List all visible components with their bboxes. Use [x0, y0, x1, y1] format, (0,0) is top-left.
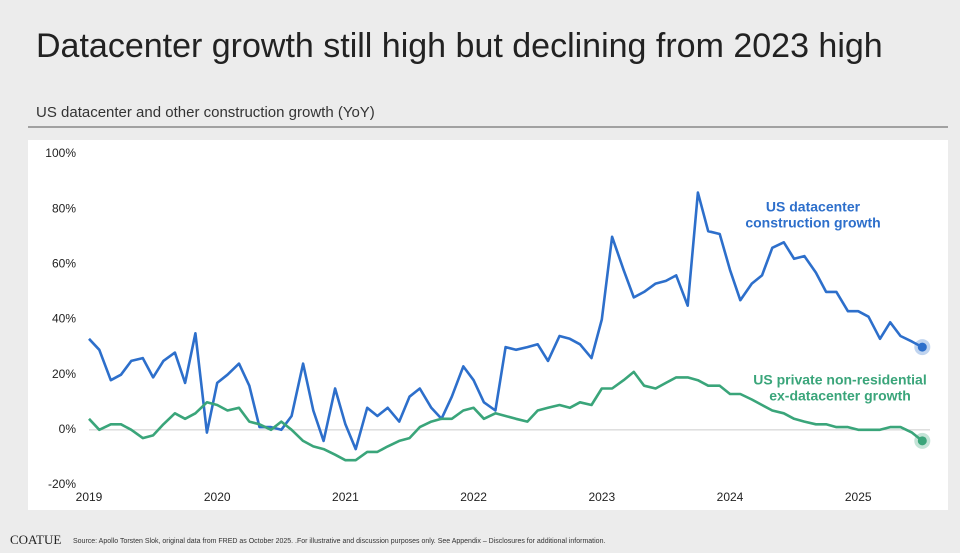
y-tick-label: -20%: [48, 477, 76, 491]
y-tick-label: 80%: [52, 201, 76, 215]
x-tick-label: 2020: [204, 490, 231, 504]
y-tick-label: 40%: [52, 312, 76, 326]
plot-panel: [28, 140, 948, 510]
end-marker: [917, 436, 927, 446]
y-tick-label: 60%: [52, 257, 76, 271]
y-tick-label: 0%: [59, 422, 77, 436]
series-label: ex-datacenter growth: [769, 388, 911, 404]
y-tick-label: 100%: [45, 146, 76, 160]
logo: COATUE: [10, 532, 61, 547]
x-tick-label: 2019: [76, 490, 103, 504]
series-label: US datacenter: [766, 199, 861, 215]
series-line: [88, 370, 924, 462]
series-line: [88, 191, 923, 451]
chart-subtitle: US datacenter and other construction gro…: [36, 104, 375, 121]
x-tick-label: 2021: [332, 490, 359, 504]
source-note: Source: Apollo Torsten Slok, original da…: [73, 538, 605, 545]
x-tick-label: 2024: [717, 490, 744, 504]
end-marker: [917, 342, 927, 352]
x-tick-label: 2022: [460, 490, 487, 504]
x-tick-label: 2023: [588, 490, 615, 504]
series-label: construction growth: [745, 215, 880, 231]
series-label: US private non-residential: [753, 372, 926, 388]
x-tick-label: 2025: [845, 490, 872, 504]
chart-title: Datacenter growth still high but declini…: [36, 27, 883, 65]
y-tick-label: 20%: [52, 367, 76, 381]
